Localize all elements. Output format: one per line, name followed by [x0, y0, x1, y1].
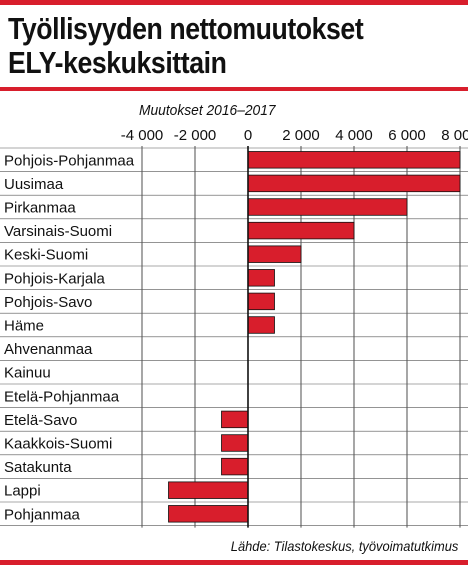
bar-pohjois-karjala: [247, 269, 275, 287]
bar-etela-savo: [221, 410, 249, 429]
bar-varsinais-suomi: [247, 221, 355, 240]
bar-pohjanmaa: [168, 505, 249, 523]
title-separator: [0, 87, 468, 91]
bar-uusimaa: [247, 174, 461, 193]
bar-hame: [247, 316, 275, 334]
tick-label-8-000: 8 000: [441, 127, 468, 144]
bottom-accent-rule: [0, 560, 468, 565]
category-label-etela-pohjanmaa: Etelä-Pohjanmaa: [4, 388, 120, 405]
category-label-pohjanmaa: Pohjanmaa: [4, 506, 81, 523]
chart-title-line-1: Työllisyyden nettomuutokset: [8, 11, 364, 46]
category-label-uusimaa: Uusimaa: [4, 176, 64, 193]
bar-kaakkois-suomi: [221, 434, 249, 452]
bar-pohjois-pohjanmaa: [247, 151, 461, 169]
category-label-ahvenanmaa: Ahvenanmaa: [4, 341, 93, 358]
category-label-pirkanmaa: Pirkanmaa: [4, 200, 76, 217]
category-label-hame: Häme: [4, 318, 44, 335]
category-label-pohjois-savo: Pohjois-Savo: [4, 294, 92, 311]
tick-label-4-000: 4 000: [335, 127, 373, 144]
tick-label-2-000: 2 000: [282, 127, 320, 144]
category-label-pohjois-pohjanmaa: Pohjois-Pohjanmaa: [4, 152, 135, 169]
chart-title-line-2: ELY-keskuksittain: [8, 45, 227, 80]
bar-keski-suomi: [247, 245, 302, 263]
category-label-satakunta: Satakunta: [4, 459, 72, 476]
top-accent-rule: [0, 0, 468, 5]
bar-lappi: [168, 481, 249, 499]
chart-subtitle: Muutokset 2016–2017: [139, 102, 276, 119]
tick-label-2-000: -2 000: [174, 127, 217, 144]
source-note: Lähde: Tilastokeskus, työvoimatutkimus: [230, 538, 458, 554]
category-label-pohjois-karjala: Pohjois-Karjala: [4, 270, 106, 287]
bar-pohjois-savo: [247, 292, 275, 311]
category-label-etela-savo: Etelä-Savo: [4, 412, 77, 429]
bar-pirkanmaa: [247, 198, 408, 216]
bar-satakunta: [221, 457, 249, 476]
category-label-kainuu: Kainuu: [4, 365, 51, 382]
category-label-kaakkois-suomi: Kaakkois-Suomi: [4, 436, 112, 453]
category-label-lappi: Lappi: [4, 483, 41, 500]
tick-label-6-000: 6 000: [388, 127, 426, 144]
category-label-varsinais-suomi: Varsinais-Suomi: [4, 223, 112, 240]
tick-label-4-000: -4 000: [121, 127, 164, 144]
category-label-keski-suomi: Keski-Suomi: [4, 247, 88, 264]
tick-label-0: 0: [244, 127, 252, 144]
